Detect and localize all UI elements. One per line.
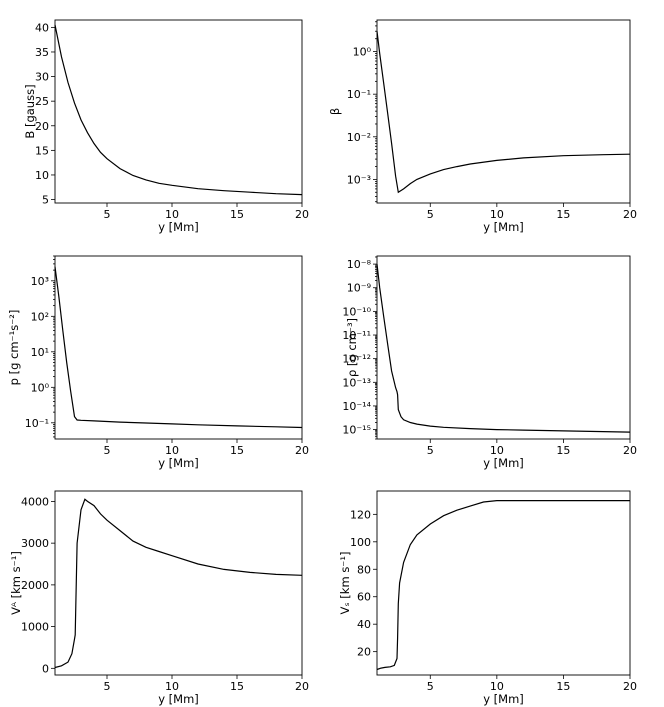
series-line-alfven-speed [54, 498, 303, 669]
y-tick-label: 10⁻⁸ [347, 258, 372, 271]
y-tick-label: 30 [35, 71, 49, 84]
x-tick-label: 5 [427, 444, 434, 457]
y-tick-label: 40 [35, 21, 49, 34]
y-tick-label: 10⁻¹⁰ [342, 305, 371, 318]
x-tick-label: 15 [230, 208, 244, 221]
x-tick-label: 10 [165, 680, 179, 693]
y-tick-label: 60 [357, 591, 371, 604]
y-tick-label: 10⁻² [347, 131, 371, 144]
y-tick-label: 10⁰ [31, 381, 50, 394]
panel-beta: 5 10 15 20 y [Mm] 10⁻³ 10⁻² 10⁻¹ 10⁰ β [328, 19, 637, 234]
series-line-density [376, 264, 631, 433]
x-tick-label: 10 [490, 444, 504, 457]
plot-frame [376, 490, 631, 676]
x-tick-label: 5 [104, 680, 111, 693]
y-tick-label: 10⁻¹¹ [342, 329, 371, 342]
panel-pressure: 5 10 15 20 y [Mm] 10⁻¹ 10⁰ 10¹ 10² 10³ p [g cm⁻¹s⁻… [7, 255, 309, 470]
y-tick-label: 3000 [21, 537, 49, 550]
x-tick-label: 20 [623, 680, 637, 693]
panel-alfven-speed: 5 10 15 20 y [Mm] 0 1000 2000 3000 4000 Vᴬ [km s⁻¹… [9, 490, 309, 706]
x-tick-label: 10 [490, 208, 504, 221]
x-tick-label: 5 [104, 444, 111, 457]
x-tick-label: 20 [295, 444, 309, 457]
y-tick-label: 15 [35, 144, 49, 157]
y-axis-label: p [g cm⁻¹s⁻²] [7, 310, 21, 386]
y-axis-label: Vᴬ [km s⁻¹] [9, 551, 23, 615]
y-tick-label: 10² [31, 310, 49, 323]
y-tick-label: 10⁻⁹ [347, 282, 371, 295]
series-line-beta [376, 31, 631, 194]
x-tick-label: 15 [556, 444, 570, 457]
y-axis-label: B [gauss] [23, 84, 37, 138]
x-tick-label: 15 [556, 680, 570, 693]
y-tick-label: 100 [350, 536, 371, 549]
y-tick-label: 10³ [31, 275, 49, 288]
panel-density: 5 10 15 20 y [Mm] 10⁻¹⁵ 10⁻¹⁴ 10⁻¹³ 10⁻¹² 10⁻¹¹ 10… [342, 255, 637, 470]
y-tick-label: 10⁻¹⁵ [342, 424, 371, 437]
y-tick-label: 10⁻¹⁴ [342, 400, 371, 413]
x-axis-label: y [Mm] [483, 220, 524, 234]
y-tick-label: 80 [357, 563, 371, 576]
plot-frame [54, 490, 303, 676]
y-tick-label: 40 [357, 618, 371, 631]
plot-frame [54, 255, 303, 440]
y-tick-label: 25 [35, 95, 49, 108]
x-tick-label: 5 [104, 208, 111, 221]
x-tick-label: 20 [295, 208, 309, 221]
y-axis-label: ρ [g cm⁻³] [345, 318, 359, 377]
y-tick-label: 1000 [21, 621, 49, 634]
x-tick-label: 20 [623, 208, 637, 221]
y-tick-label: 20 [357, 646, 371, 659]
series-line-b-field [54, 24, 303, 196]
y-tick-label: 5 [42, 194, 49, 207]
x-tick-label: 15 [230, 680, 244, 693]
panel-sound-speed: 5 10 15 20 y [Mm] 20 40 60 80 100 120 Vₛ [km s⁻¹] [338, 490, 637, 706]
y-tick-label: 120 [350, 508, 371, 521]
y-tick-label: 2000 [21, 579, 49, 592]
y-tick-label: 10⁻¹ [25, 417, 49, 430]
plot-frame [376, 19, 631, 204]
y-tick-label: 35 [35, 46, 49, 59]
y-tick-label: 10 [35, 169, 49, 182]
x-tick-label: 15 [230, 444, 244, 457]
x-tick-label: 10 [490, 680, 504, 693]
y-tick-label: 10⁻¹ [347, 88, 371, 101]
y-tick-label: 0 [42, 662, 49, 675]
y-tick-label: 10⁻¹² [342, 353, 371, 366]
x-axis-label: y [Mm] [158, 456, 199, 470]
x-axis-label: y [Mm] [158, 692, 199, 706]
series-line-sound-speed [376, 500, 630, 671]
x-tick-label: 5 [427, 680, 434, 693]
x-tick-label: 20 [623, 444, 637, 457]
plot-frame [376, 255, 631, 440]
y-tick-label: 4000 [21, 495, 49, 508]
y-tick-label: 10⁻¹³ [342, 376, 371, 389]
y-tick-label: 10⁻³ [347, 173, 371, 186]
x-tick-label: 5 [427, 208, 434, 221]
series-line-pressure [54, 266, 303, 429]
y-tick-label: 20 [35, 120, 49, 133]
x-axis-label: y [Mm] [483, 456, 524, 470]
y-tick-label: 10¹ [31, 346, 49, 359]
x-axis-label: y [Mm] [483, 692, 524, 706]
x-axis-label: y [Mm] [158, 220, 199, 234]
x-tick-label: 10 [165, 444, 179, 457]
plot-frame [54, 19, 303, 204]
x-tick-label: 20 [295, 680, 309, 693]
y-axis-label: β [328, 108, 342, 115]
y-tick-label: 10⁰ [353, 46, 372, 59]
x-tick-label: 15 [556, 208, 570, 221]
x-tick-label: 10 [165, 208, 179, 221]
y-axis-label: Vₛ [km s⁻¹] [338, 552, 352, 615]
panel-b-field: 5 10 15 20 y [Mm] 5 10 15 20 25 30 35 40 B [gauss] [23, 19, 309, 234]
